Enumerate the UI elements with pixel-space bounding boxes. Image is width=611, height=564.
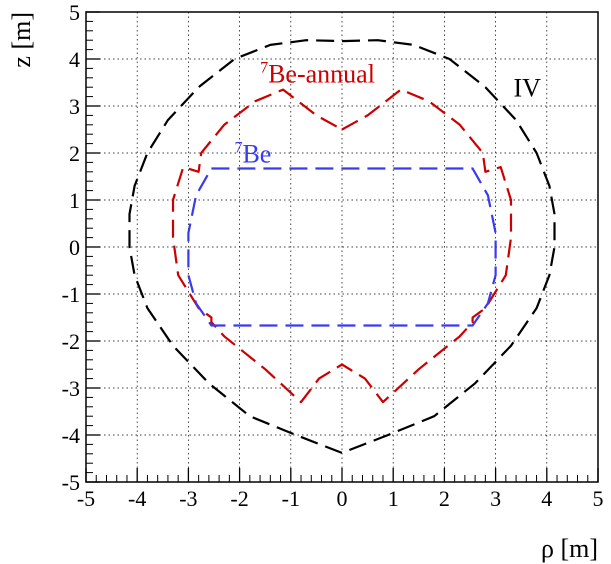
y-tick-label: -2 [62,329,80,354]
y-tick-label: -4 [62,423,80,448]
x-tick-label: 0 [337,486,348,511]
y-tick-label: 4 [69,47,80,72]
curve-label: 7Be [234,139,271,168]
y-tick-label: 2 [69,141,80,166]
y-tick-label: 5 [69,0,80,25]
y-tick-label: -1 [62,282,80,307]
series-iv-line [128,39,556,454]
y-tick-label: -5 [62,470,80,495]
x-tick-label: 3 [490,486,501,511]
y-tick-label: 1 [69,188,80,213]
curves [128,39,556,454]
x-tick-label: -2 [230,486,248,511]
curve-label: 7Be-annual [260,60,375,89]
x-axis-title: ρ [m] [541,534,598,563]
grid [86,12,598,482]
x-tick-label: -1 [282,486,300,511]
x-tick-label: 5 [593,486,604,511]
series-7be-line [187,167,497,327]
y-tick-label: 3 [69,94,80,119]
y-tick-label: 0 [69,235,80,260]
curve-label: IV [514,74,542,103]
tick-labels: -5 -4 -3 -2 -1 0 1 2 3 4 5 -5 -4 -3 -2 -1 0 1 2 3 4 5 [62,0,604,511]
x-tick-label: 4 [541,486,552,511]
x-tick-label: -4 [128,486,146,511]
annotations: 7Be-annual 7Be IV [234,60,541,169]
y-tick-label: -3 [62,376,80,401]
x-tick-label: -3 [179,486,197,511]
ticks [85,11,599,483]
series-7be-annual-line [171,88,513,404]
x-tick-label: 2 [439,486,450,511]
y-axis-title: z [m] [7,12,36,68]
x-tick-label: -5 [77,486,95,511]
x-tick-label: 1 [388,486,399,511]
